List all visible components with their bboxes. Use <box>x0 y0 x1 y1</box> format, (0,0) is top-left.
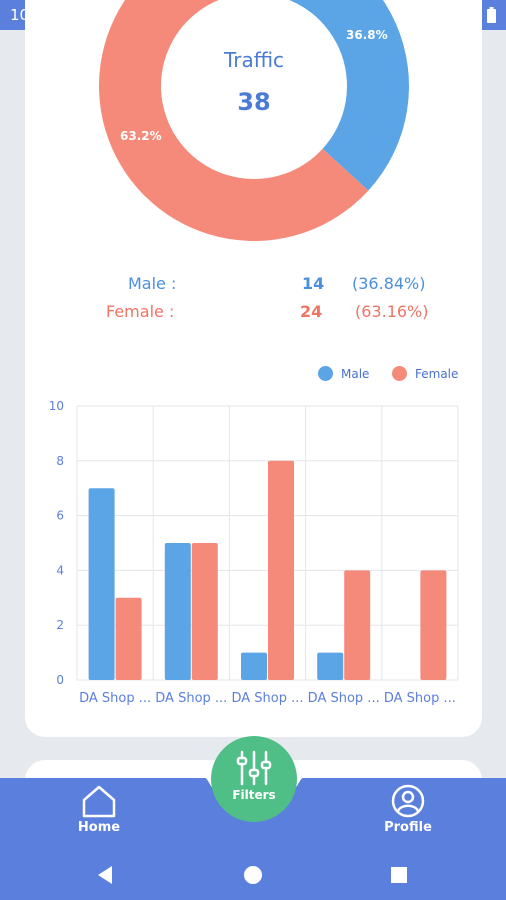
nav-profile-label: Profile <box>384 820 432 835</box>
bar-female[interactable] <box>115 597 142 680</box>
bar-male[interactable] <box>241 652 267 680</box>
legend-female-label: Female <box>415 366 459 381</box>
x-tick-label: DA Shop ... <box>231 691 303 706</box>
x-tick-label: DA Shop ... <box>155 691 227 706</box>
y-tick-label: 10 <box>49 399 64 413</box>
donut-slice-male <box>289 0 409 191</box>
donut-total: 38 <box>237 88 271 116</box>
traffic-donut-chart <box>99 0 409 241</box>
filters-button[interactable]: Filters <box>211 736 297 822</box>
nav-home-label: Home <box>77 820 121 835</box>
y-tick-label: 2 <box>56 618 64 632</box>
legend-male-label: Male <box>341 366 370 381</box>
x-tick-label: DA Shop ... <box>384 691 456 706</box>
traffic-bar-chart: 0 2 4 6 8 10 DA Shop ... DA Shop ... DA Shop ...… <box>49 399 459 706</box>
bar-female[interactable] <box>344 570 371 680</box>
donut-female-percent-label: 63.2% <box>120 129 162 143</box>
male-percent: (36.84%) <box>352 274 426 293</box>
donut-title: Traffic <box>223 48 285 72</box>
sliders-icon <box>236 750 272 786</box>
filters-label: Filters <box>232 788 276 802</box>
battery-icon <box>487 7 496 23</box>
y-tick-label: 4 <box>56 563 64 577</box>
legend-female[interactable]: Female <box>392 366 458 381</box>
x-tick-label: DA Shop ... <box>79 691 151 706</box>
recents-square-icon[interactable] <box>390 866 408 884</box>
bar-male[interactable] <box>88 488 115 680</box>
bar-male[interactable] <box>317 652 344 680</box>
donut-slice-female <box>99 0 369 241</box>
y-tick-label: 8 <box>56 454 64 468</box>
bar-female[interactable] <box>420 570 447 680</box>
home-circle-icon[interactable] <box>243 865 263 885</box>
legend-male[interactable]: Male <box>318 366 369 381</box>
bar-female[interactable] <box>191 543 218 680</box>
system-navigation-bar <box>0 850 506 900</box>
bar-male[interactable] <box>164 543 191 680</box>
donut-male-percent-label: 36.8% <box>346 28 388 42</box>
male-count: 14 <box>302 274 325 293</box>
legend-female-dot <box>392 366 407 381</box>
y-tick-label: 0 <box>56 673 64 687</box>
user-circle-icon <box>391 784 425 818</box>
x-tick-label: DA Shop ... <box>308 691 380 706</box>
home-icon <box>82 785 116 818</box>
legend-male-dot <box>318 366 333 381</box>
female-label: Female : <box>106 302 175 321</box>
nav-home[interactable]: Home <box>76 784 122 835</box>
y-tick-label: 6 <box>56 509 64 523</box>
female-percent: (63.16%) <box>355 302 429 321</box>
bar-female[interactable] <box>268 460 294 680</box>
male-label: Male : <box>128 274 177 293</box>
female-count: 24 <box>300 302 323 321</box>
back-triangle-icon[interactable] <box>96 865 114 885</box>
nav-profile[interactable]: Profile <box>382 784 434 835</box>
